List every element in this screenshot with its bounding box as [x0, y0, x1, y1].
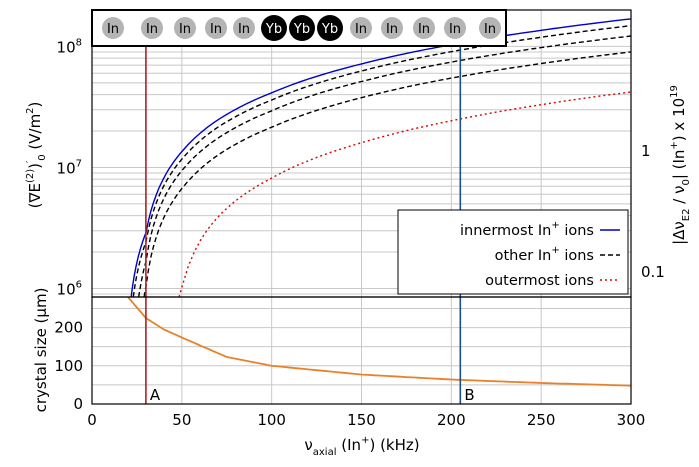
x-tick-label: 0: [87, 411, 97, 429]
y-tick-label-top: 108: [57, 37, 82, 56]
ion-in: [205, 17, 227, 39]
top-series-line-0: [130, 18, 632, 298]
ion-strip: In In In In In Yb Yb Yb In In In In In: [91, 9, 507, 47]
ion-in: [479, 17, 501, 39]
top-grid: [91, 9, 632, 297]
ion-in: [141, 17, 163, 39]
ion-in: [381, 17, 403, 39]
x-tick-label: 250: [527, 411, 556, 429]
ion-yb: [317, 15, 343, 41]
svg-text:|ΔνE2 / ν0| (In+) x 1019: |ΔνE2 / ν0| (In+) x 1019: [669, 85, 692, 245]
ion-label: In: [238, 22, 250, 37]
x-tick-label: 200: [437, 411, 466, 429]
ion-label: In: [484, 22, 496, 37]
ion-yb: [261, 15, 287, 41]
y-axis-label-top: (∇E(2))′0 (V/m2): [25, 102, 48, 209]
tick-labels: 0 50 100 150 200 250 300 0 100 200 106 107 108 1 0.1: [54, 37, 665, 429]
ion-in: [350, 17, 372, 39]
ion-yb: [289, 15, 315, 41]
x-tick-label: 50: [172, 411, 191, 429]
ion-label: In: [355, 22, 367, 37]
ion-in: [444, 17, 466, 39]
ion-label: Yb: [293, 22, 310, 37]
marker-label-B: B: [464, 386, 474, 404]
y-axis-label-bottom: crystal size (µm): [32, 288, 50, 413]
bottom-axes-frame: [91, 296, 632, 405]
ion-label: In: [418, 22, 430, 37]
y-tick-label-top: 107: [57, 158, 82, 177]
ion-label: In: [449, 22, 461, 37]
top-series-line-1: [132, 25, 632, 298]
x-tick-label: 150: [347, 411, 376, 429]
ion-in: [102, 17, 124, 39]
legend-box: [397, 209, 629, 295]
x-axis-label: νaxial (In+) (kHz): [304, 435, 419, 458]
legend: innermost In+ ions other In+ ions outermos…: [397, 209, 629, 295]
ion-in: [413, 17, 435, 39]
y-tick-label-bottom: 200: [54, 319, 83, 337]
legend-entry-label: other In+ ions: [495, 245, 594, 264]
legend-entry-label: innermost In+ ions: [460, 220, 594, 239]
ion-label: In: [386, 22, 398, 37]
y2-tick-label: 1: [641, 142, 651, 160]
ion-label: In: [179, 22, 191, 37]
svg-text:(∇E(2))′0 (V/m2): (∇E(2))′0 (V/m2): [25, 102, 48, 209]
ion-label: In: [210, 22, 222, 37]
y2-axis-label-top: |ΔνE2 / ν0| (In+) x 1019: [669, 85, 692, 245]
ion-in: [233, 17, 255, 39]
y-tick-label-bottom: 100: [54, 357, 83, 375]
y-tick-label-bottom: 0: [73, 395, 83, 413]
ion-label: Yb: [265, 22, 282, 37]
y2-tick-label: 0.1: [641, 263, 665, 281]
y-tick-label-top: 106: [57, 279, 82, 298]
ion-in: [174, 17, 196, 39]
top-series-lines: [130, 18, 632, 298]
x-tick-label: 100: [257, 411, 286, 429]
legend-entry-label: outermost ions: [485, 273, 594, 289]
x-tick-label: 300: [617, 411, 646, 429]
top-series-line-2: [138, 35, 632, 298]
top-series-line-3: [143, 51, 632, 298]
ion-label: In: [107, 22, 119, 37]
svg-text:νaxial (In+) (kHz): νaxial (In+) (kHz): [304, 435, 419, 458]
ion-label: Yb: [321, 22, 338, 37]
crystal-size-line: [127, 296, 632, 387]
bottom-grid: [91, 297, 632, 405]
ion-label: In: [146, 22, 158, 37]
marker-label-A: A: [150, 386, 161, 404]
bottom-series-lines: [127, 296, 632, 387]
